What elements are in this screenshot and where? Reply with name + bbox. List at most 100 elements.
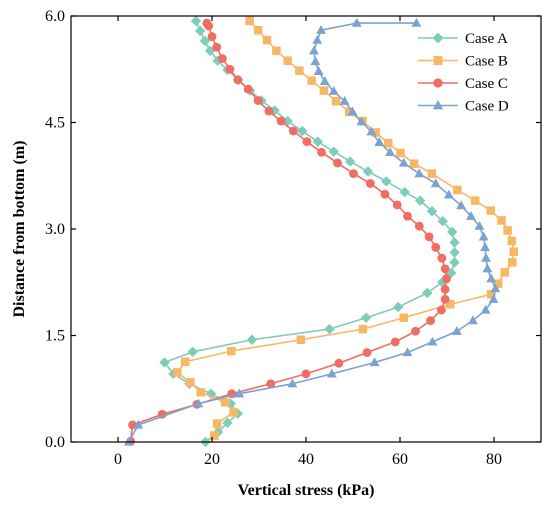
y-tick-label: 4.5	[45, 115, 65, 132]
data-point-case-d	[488, 294, 499, 303]
data-point-case-c	[225, 64, 235, 74]
data-point-case-a	[297, 125, 308, 137]
data-point-case-b	[245, 16, 254, 26]
data-point-case-d	[347, 106, 358, 116]
legend-item-case-b: Case B	[418, 54, 508, 70]
data-point-case-c	[233, 75, 243, 85]
data-point-case-a	[360, 312, 372, 323]
data-point-case-b	[296, 335, 306, 345]
data-point-case-c	[266, 379, 276, 389]
data-point-case-b	[212, 419, 222, 428]
data-point-case-a	[328, 146, 339, 157]
data-point-case-a	[437, 215, 448, 227]
series-case-a	[159, 15, 460, 448]
data-point-case-a	[190, 15, 202, 27]
data-point-case-d	[310, 56, 321, 66]
data-point-case-d	[480, 242, 491, 252]
legend-label-case-c: Case C	[465, 76, 508, 92]
data-point-case-c	[424, 232, 434, 242]
data-point-case-c	[392, 200, 402, 210]
y-tick-label: 1.5	[45, 328, 65, 345]
x-tick-label: 80	[486, 451, 502, 468]
data-point-case-d	[319, 76, 330, 85]
data-point-case-c	[317, 147, 326, 157]
data-point-case-a	[199, 35, 211, 47]
data-point-case-d	[478, 231, 489, 241]
data-point-case-d	[456, 200, 467, 210]
data-point-case-d	[430, 178, 441, 188]
series-line-case-b	[176, 20, 515, 436]
data-point-case-d	[411, 17, 422, 27]
data-point-case-d	[490, 283, 501, 293]
x-tick-label: 40	[298, 451, 314, 468]
data-point-case-c	[288, 126, 298, 136]
data-point-case-d	[193, 398, 204, 408]
data-point-case-c	[365, 179, 375, 188]
data-point-case-d	[316, 25, 326, 34]
data-point-case-c	[380, 189, 390, 199]
data-point-case-b	[358, 324, 368, 334]
data-point-case-c	[440, 294, 450, 304]
y-tick-label: 3.0	[45, 221, 65, 238]
data-point-case-a	[246, 334, 258, 345]
data-point-case-d	[312, 34, 323, 44]
data-point-case-c	[333, 158, 342, 168]
data-point-case-d	[486, 273, 497, 283]
data-point-case-a	[344, 156, 356, 167]
data-point-case-c	[253, 96, 263, 105]
data-point-case-b	[331, 96, 341, 106]
data-point-case-d	[234, 388, 245, 398]
data-point-case-d	[313, 66, 324, 76]
axis-ticks: 0 20 40 60 80 0.0 1.5 3.0 4.5 6.0	[45, 8, 541, 468]
data-point-case-c	[243, 84, 253, 94]
data-point-case-c	[414, 221, 424, 231]
series-layer	[123, 15, 519, 448]
data-point-case-a	[222, 417, 233, 429]
data-point-case-c	[362, 348, 372, 357]
data-point-case-a	[415, 195, 426, 206]
data-point-case-d	[385, 147, 396, 156]
data-point-case-d	[328, 86, 339, 95]
series-case-c	[126, 18, 451, 446]
data-point-case-b	[196, 388, 205, 397]
data-point-case-d	[451, 326, 462, 335]
data-point-case-d	[414, 168, 425, 178]
data-point-case-c	[411, 326, 420, 336]
data-point-case-b	[399, 313, 409, 323]
data-point-case-b	[227, 346, 236, 356]
legend-item-case-c: Case C	[418, 76, 508, 92]
x-tick-label: 0	[114, 451, 122, 468]
data-point-case-a	[324, 323, 335, 335]
data-point-case-c	[431, 243, 441, 252]
data-point-case-a	[205, 388, 217, 399]
data-point-case-b	[507, 236, 517, 246]
data-point-case-c	[436, 305, 446, 315]
data-point-case-b	[210, 431, 219, 440]
data-point-case-c	[202, 18, 212, 28]
data-point-case-d	[467, 315, 478, 325]
data-point-case-b	[509, 247, 519, 256]
data-point-case-c	[440, 264, 450, 274]
data-point-case-d	[133, 419, 144, 429]
data-point-case-b	[493, 279, 503, 288]
data-point-case-c	[301, 369, 311, 379]
y-axis-title: Distance from bottom (m)	[11, 141, 28, 318]
data-point-case-d	[443, 189, 454, 199]
data-point-case-c	[403, 211, 412, 221]
data-point-case-a	[422, 287, 433, 299]
data-point-case-d	[374, 137, 385, 147]
y-tick-label: 6.0	[45, 8, 65, 25]
data-point-case-b	[371, 128, 380, 137]
data-point-case-d	[480, 304, 491, 314]
data-point-case-a	[449, 247, 460, 258]
data-point-case-d	[427, 336, 438, 346]
data-point-case-b	[486, 206, 495, 215]
data-point-case-b	[500, 268, 510, 277]
data-point-case-b	[396, 148, 405, 158]
data-point-case-a	[392, 301, 404, 313]
legend-marker-case-d	[432, 100, 444, 110]
data-point-case-b	[446, 299, 455, 309]
data-point-case-b	[409, 159, 419, 168]
data-point-case-a	[312, 136, 323, 147]
legend-marker-case-c	[433, 78, 443, 88]
